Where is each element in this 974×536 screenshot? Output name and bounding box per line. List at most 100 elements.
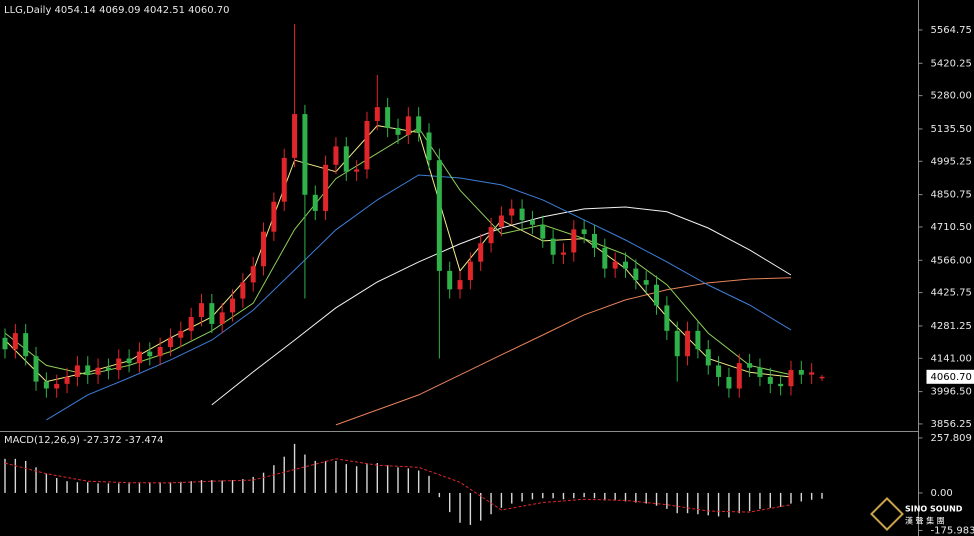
candle-body: [643, 280, 649, 285]
candle-body: [281, 157, 287, 202]
candle-body: [167, 337, 173, 347]
chart-header: LLG,Daily 4054.14 4069.09 4042.51 4060.7…: [4, 5, 230, 16]
candle-body: [64, 376, 70, 384]
candle-body: [405, 116, 411, 135]
candle-body: [74, 365, 80, 377]
y-tick-label: 3996.50: [931, 387, 972, 398]
candle-body: [695, 330, 701, 350]
candle-body: [364, 120, 370, 170]
candle-body: [395, 127, 401, 135]
candle-body: [767, 376, 773, 384]
candle-body: [54, 383, 60, 389]
moving-average: [4, 127, 792, 376]
moving-average: [211, 206, 792, 406]
candle-body: [271, 201, 277, 232]
candle-body: [447, 270, 453, 290]
candle-body: [509, 208, 515, 216]
candle-body: [240, 282, 246, 299]
candle-body: [95, 367, 101, 375]
logo: SINO SOUND 漢 聲 集 團: [870, 497, 963, 531]
candle-body: [209, 303, 215, 324]
candle-body: [426, 132, 432, 161]
candle-body: [654, 284, 660, 306]
candle-body: [705, 349, 711, 366]
candle-body: [778, 383, 784, 387]
candle-body: [726, 376, 732, 389]
candle-body: [560, 252, 566, 255]
candle-body: [302, 114, 308, 195]
candle-body: [488, 227, 494, 244]
candle-body: [436, 160, 442, 271]
candle-body: [540, 224, 546, 239]
y-tick-label: 4566.00: [931, 255, 972, 266]
y-tick-label: 5280.00: [931, 91, 972, 102]
moving-average: [335, 277, 792, 426]
y-tick-label: 4995.25: [931, 156, 972, 167]
y-tick-label: 0.00: [931, 488, 953, 499]
candle-body: [633, 268, 639, 281]
candle-body: [550, 238, 556, 255]
candle-body: [188, 317, 194, 331]
candle-body: [788, 370, 794, 387]
candle-body: [250, 266, 256, 283]
y-tick-label: -175.983: [931, 525, 974, 536]
candle-body: [292, 114, 298, 158]
y-tick-label: 4281.25: [931, 321, 972, 332]
candle-body: [498, 215, 504, 228]
y-tick-label: 4850.75: [931, 190, 972, 201]
candle-body: [33, 356, 39, 382]
candle-body: [261, 231, 267, 267]
candle-body: [736, 363, 742, 389]
y-tick-label: 4710.50: [931, 222, 972, 233]
candle-body: [819, 376, 825, 379]
y-tick-label: 5564.75: [931, 25, 972, 36]
y-tick-label: 257.809: [931, 433, 972, 444]
candle-body: [757, 367, 763, 377]
candle-body: [612, 261, 618, 269]
y-tick-label: 5420.25: [931, 58, 972, 69]
candle-body: [685, 330, 691, 357]
candle-body: [126, 358, 132, 364]
logo-chinese: 漢 聲 集 團: [905, 516, 945, 526]
last-price-tag: [926, 369, 974, 384]
candle-body: [116, 358, 122, 371]
candle-body: [230, 298, 236, 313]
candle-body: [571, 229, 577, 253]
candle-body: [147, 351, 153, 357]
candle-body: [529, 220, 535, 225]
y-tick-label: 4141.00: [931, 353, 972, 364]
candle-body: [312, 194, 318, 211]
moving-average: [46, 174, 792, 421]
last-price-label: 4060.70: [931, 372, 972, 383]
signal-line: [4, 458, 792, 513]
candle-body: [385, 107, 391, 128]
macd-title: MACD(12,26,9) -27.372 -37.474: [4, 435, 164, 446]
candle-body: [136, 351, 142, 364]
logo-icon: [870, 497, 904, 531]
y-tick-label: 3856.25: [931, 419, 972, 430]
y-tick-label: 5135.50: [931, 124, 972, 135]
candle-body: [467, 261, 473, 281]
candle-body: [478, 243, 484, 262]
candle-body: [374, 107, 380, 121]
candle-body: [602, 247, 608, 269]
candle-body: [716, 365, 722, 377]
candle-body: [105, 367, 111, 371]
y-tick-label: 4425.75: [931, 288, 972, 299]
candle-body: [198, 303, 204, 318]
candle-body: [219, 312, 225, 324]
candle-body: [623, 261, 629, 269]
candle-body: [178, 330, 184, 338]
candle-body: [343, 146, 349, 172]
candle-body: [43, 381, 49, 389]
candle-body: [747, 363, 753, 368]
candle-body: [519, 208, 525, 221]
candle-body: [323, 164, 329, 211]
candle-body: [12, 333, 18, 350]
candle-body: [809, 372, 815, 375]
logo-brand: SINO SOUND: [905, 505, 963, 514]
candle-body: [664, 305, 670, 331]
candle-body: [581, 229, 587, 234]
